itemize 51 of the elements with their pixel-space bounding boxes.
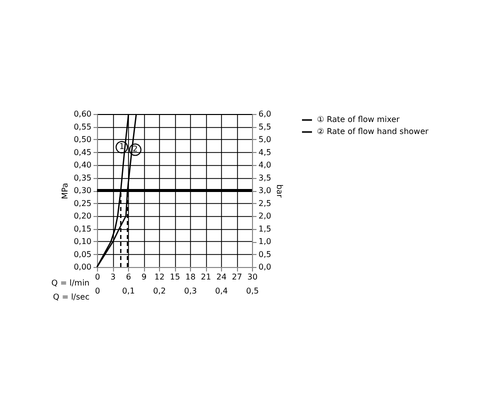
y-tick-label: 0,05: [74, 250, 92, 259]
x2-axis-title: Q = l/sec: [53, 292, 90, 302]
y2-tick-label: 6,0: [258, 110, 272, 118]
y2-tick-label: 4,5: [258, 148, 272, 157]
y2-tick-label: 0,0: [258, 262, 272, 272]
y-tick-label: 0,40: [74, 160, 92, 170]
y-tick-label: 0,10: [74, 237, 92, 246]
y-tick-label: 0,00: [74, 262, 92, 272]
x2-tick-label: 0,5: [246, 286, 259, 296]
x-tick-label: 18: [185, 272, 196, 282]
y-tick-label: 0,45: [74, 148, 92, 157]
x-tick-label: 21: [200, 272, 212, 282]
x-tick-label: 3: [110, 272, 116, 282]
x-tick-label: 6: [126, 272, 132, 282]
x-tick-label: 12: [154, 272, 165, 282]
x-tick-label: 0: [94, 272, 100, 282]
y-axis-title: MPa: [60, 182, 70, 200]
y-tick-label: 0,15: [74, 224, 92, 234]
x2-tick-label: 0,4: [215, 286, 228, 296]
y2-tick-label: 2,5: [258, 198, 272, 208]
annotation: 1: [119, 142, 124, 152]
y2-tick-label: 5,5: [258, 122, 272, 132]
y2-tick-label: 2,0: [258, 212, 272, 220]
x-tick-label: 24: [216, 272, 227, 282]
x-tick-label: 9: [141, 272, 147, 282]
legend-label: ② Rate of flow hand shower: [317, 127, 430, 136]
y-tick-label: 0,50: [74, 135, 92, 144]
y-tick-label: 0,20: [74, 212, 92, 220]
x-tick-label: 15: [170, 272, 180, 282]
y-tick-label: 0,60: [74, 110, 92, 118]
y2-tick-label: 0,5: [258, 250, 272, 259]
y-tick-label: 0,30: [74, 186, 92, 195]
y2-tick-label: 1,5: [258, 224, 272, 234]
x-tick-label: 27: [232, 272, 242, 282]
y-tick-label: 0,35: [74, 173, 92, 182]
x2-tick-label: 0,1: [122, 286, 135, 296]
y2-tick-label: 5,0: [258, 135, 272, 144]
x-tick-label: 30: [247, 272, 258, 282]
x2-tick-label: 0,3: [184, 286, 197, 296]
x2-tick-label: 0,2: [153, 286, 166, 296]
y2-tick-label: 3,5: [258, 173, 272, 182]
x2-tick-label: 0: [94, 286, 100, 296]
y2-axis-title: bar: [275, 184, 284, 198]
x-axis-title: Q = l/min: [51, 278, 90, 288]
y2-tick-label: 4,0: [258, 160, 272, 170]
legend-label: ① Rate of flow mixer: [317, 115, 400, 124]
y-tick-label: 0,55: [74, 122, 92, 132]
y-tick-label: 0,25: [74, 198, 92, 208]
y2-tick-label: 3,0: [258, 186, 272, 195]
annotation: 2: [132, 144, 138, 154]
y2-tick-label: 1,0: [258, 237, 272, 246]
